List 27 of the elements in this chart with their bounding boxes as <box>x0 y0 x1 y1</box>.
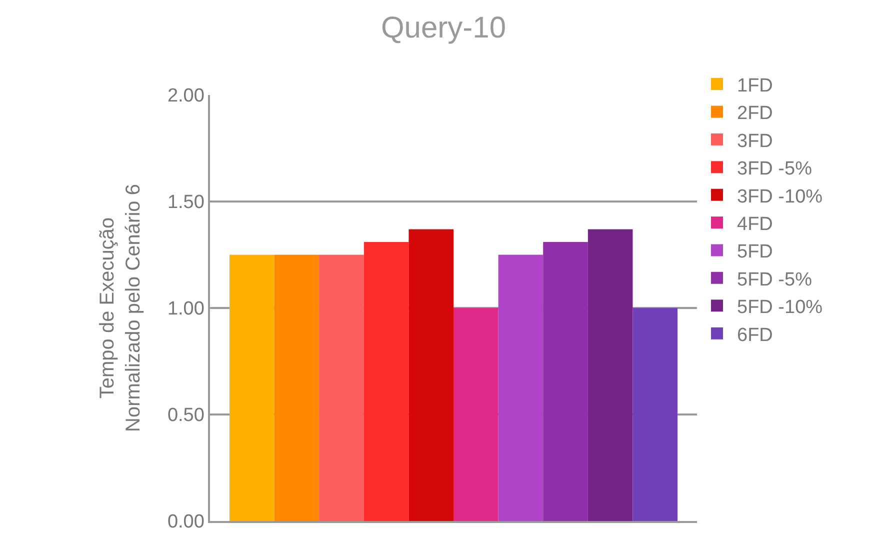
legend-label: 5FD -5% <box>737 269 812 290</box>
y-tick-label: 2.00 <box>167 86 204 107</box>
bar <box>229 254 274 521</box>
chart-title: Query-10 <box>380 11 506 44</box>
legend-label: 6FD <box>737 324 773 346</box>
y-tick-label: 0.00 <box>167 512 204 533</box>
bar <box>588 229 633 521</box>
y-tick-label: 1.00 <box>167 298 204 320</box>
y-axis-title: Tempo de Execução Normalizado pelo Cenário 6 <box>96 184 144 432</box>
y-tick-label: 1.50 <box>167 192 204 214</box>
y-tick-label: 0.50 <box>167 405 204 426</box>
bar <box>408 229 454 521</box>
legend-label: 4FD <box>737 214 773 235</box>
bar <box>543 242 588 521</box>
legend-label: 5FD -10% <box>737 297 823 318</box>
legend-label: 2FD <box>737 103 773 124</box>
legend-label: 1FD <box>737 75 773 96</box>
bar <box>632 308 678 521</box>
bar <box>319 254 364 521</box>
legend-label: 5FD <box>737 242 773 263</box>
legend-label: 3FD <box>737 130 773 152</box>
bar <box>274 254 320 521</box>
legend-label: 3FD -10% <box>737 186 823 208</box>
legend-label: 3FD -5% <box>737 158 812 180</box>
bar <box>498 254 544 521</box>
bar <box>364 242 409 521</box>
bar <box>454 308 498 521</box>
